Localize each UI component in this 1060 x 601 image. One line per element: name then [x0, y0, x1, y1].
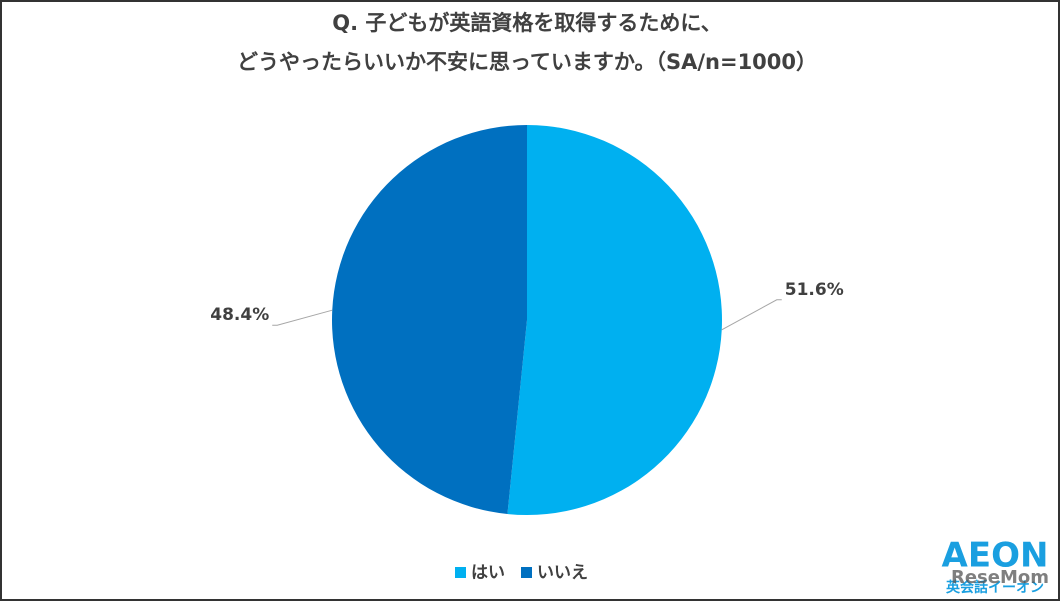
legend-swatch — [455, 567, 466, 578]
legend-label: はい — [471, 563, 505, 583]
logo-brand: AEON — [942, 536, 1049, 576]
leader-line — [721, 299, 782, 331]
legend-label: いいえ — [537, 563, 588, 583]
watermark: ReseMom — [951, 567, 1049, 588]
leader-line — [272, 309, 333, 326]
legend-swatch — [521, 567, 532, 578]
logo-tagline: 英会話イーオン — [945, 579, 1044, 596]
data-label: 48.4% — [210, 305, 269, 325]
chart-title: Q. 子どもが英語資格を取得するために、 — [332, 11, 722, 35]
pie-slice — [331, 125, 527, 515]
pie-slice — [507, 125, 722, 515]
data-label: 51.6% — [785, 280, 844, 300]
chart-title: どうやったらいいか不安に思っていますか。（SA/n=1000） — [237, 50, 817, 74]
